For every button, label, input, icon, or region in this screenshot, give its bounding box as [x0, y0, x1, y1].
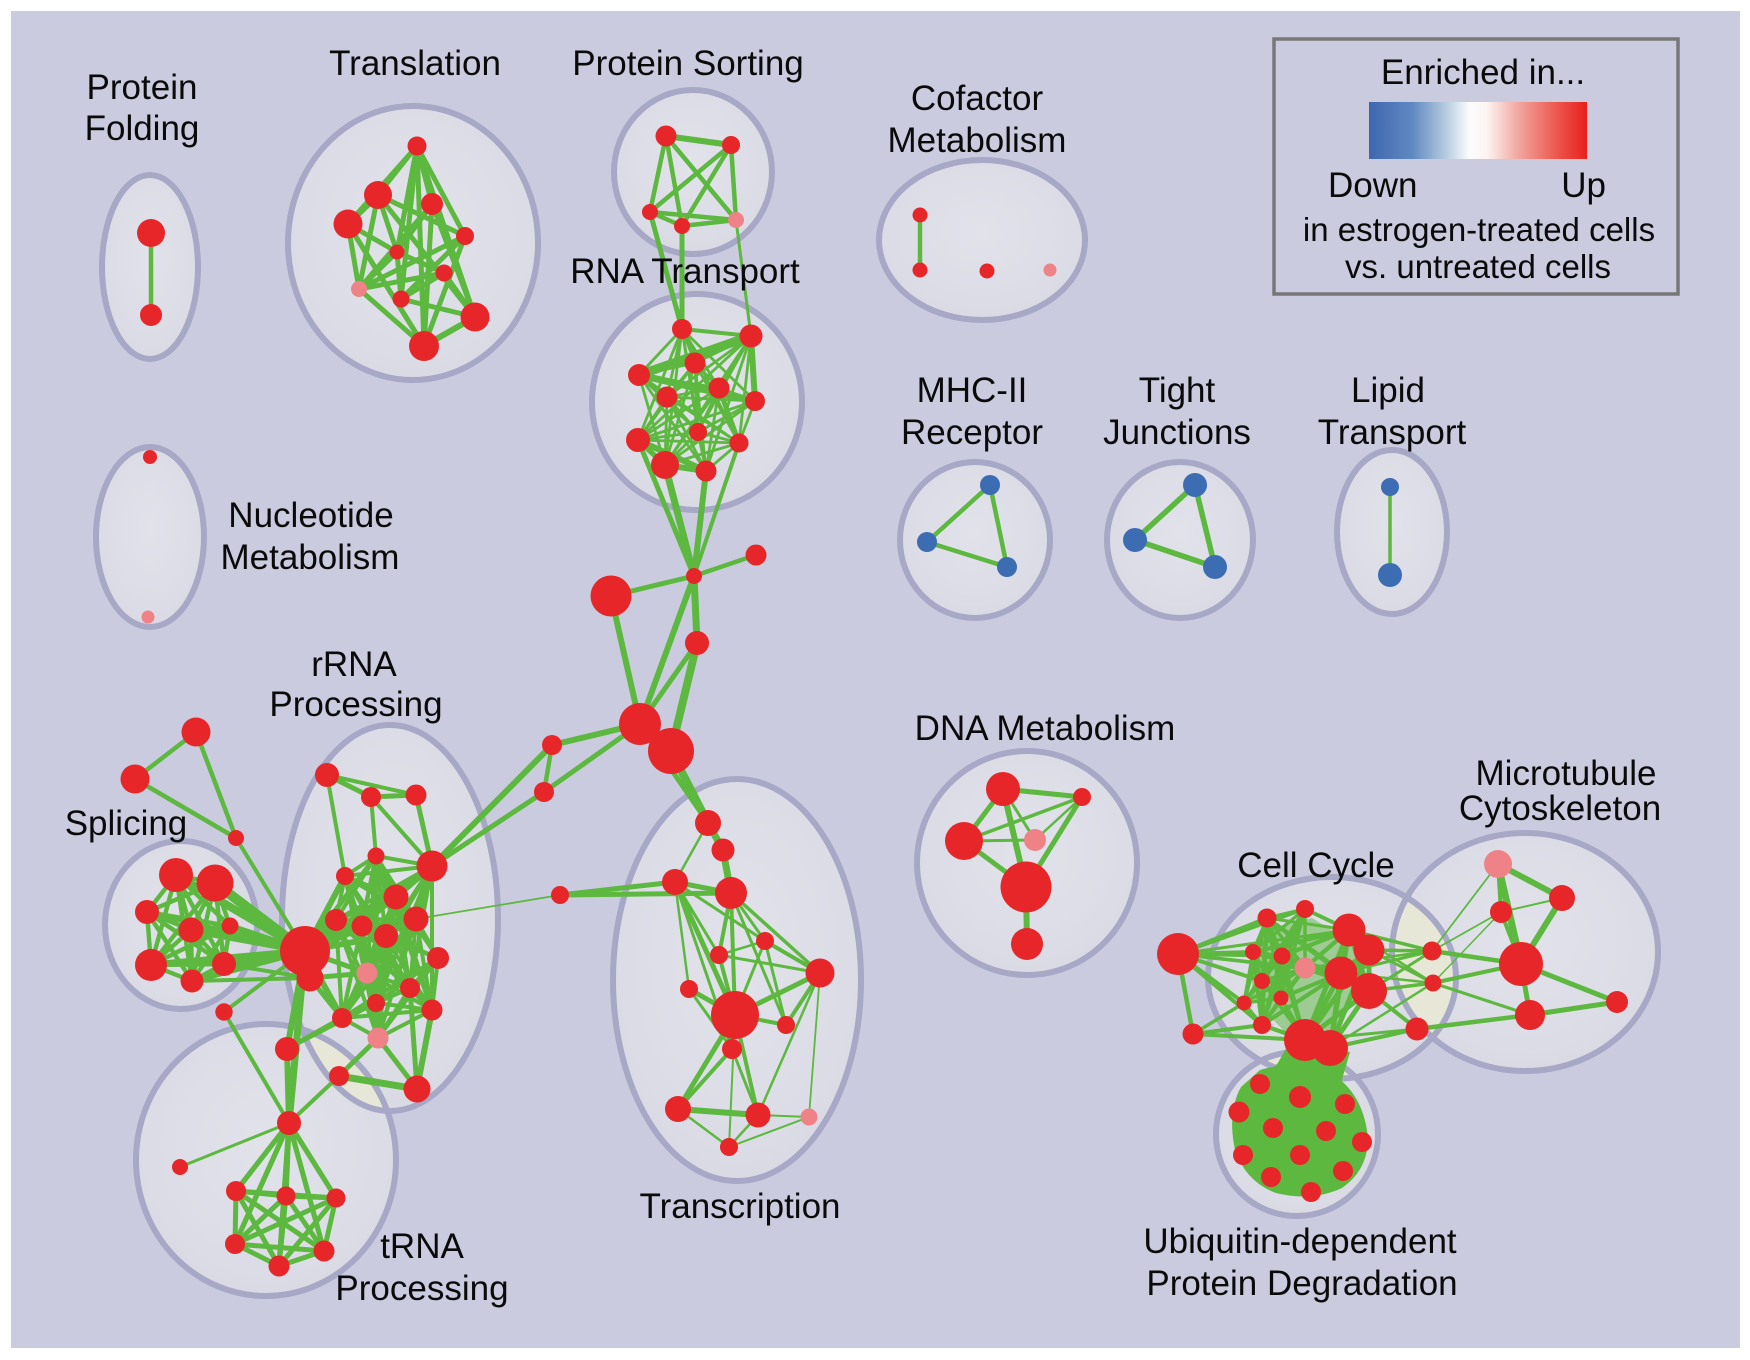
svg-text:Up: Up: [1561, 166, 1606, 205]
svg-text:Junctions: Junctions: [1103, 413, 1251, 452]
svg-text:Nucleotide: Nucleotide: [228, 496, 393, 535]
svg-text:Cytoskeleton: Cytoskeleton: [1459, 789, 1661, 828]
svg-text:Tight: Tight: [1139, 371, 1216, 410]
svg-text:rRNA: rRNA: [311, 645, 397, 684]
svg-text:Metabolism: Metabolism: [888, 121, 1067, 160]
svg-text:tRNA: tRNA: [380, 1227, 464, 1266]
svg-text:in estrogen-treated cells: in estrogen-treated cells: [1303, 211, 1655, 248]
svg-text:Protein Degradation: Protein Degradation: [1146, 1264, 1457, 1303]
svg-text:Enriched in...: Enriched in...: [1381, 53, 1585, 92]
svg-text:Ubiquitin-dependent: Ubiquitin-dependent: [1143, 1222, 1457, 1261]
svg-text:Lipid: Lipid: [1351, 371, 1425, 410]
svg-text:Cell Cycle: Cell Cycle: [1237, 846, 1395, 885]
svg-text:Transcription: Transcription: [640, 1187, 841, 1226]
svg-text:Protein Sorting: Protein Sorting: [572, 44, 804, 83]
svg-text:Protein: Protein: [87, 68, 198, 107]
svg-text:Receptor: Receptor: [901, 413, 1043, 452]
svg-text:DNA Metabolism: DNA Metabolism: [915, 709, 1176, 748]
svg-text:Cofactor: Cofactor: [911, 79, 1044, 118]
svg-text:Folding: Folding: [85, 109, 200, 148]
svg-text:Down: Down: [1328, 166, 1417, 205]
svg-text:Metabolism: Metabolism: [221, 538, 400, 577]
svg-text:Transport: Transport: [1318, 413, 1467, 452]
svg-text:Splicing: Splicing: [65, 804, 188, 843]
svg-text:MHC-II: MHC-II: [917, 371, 1028, 410]
svg-text:vs. untreated cells: vs. untreated cells: [1345, 248, 1611, 285]
svg-text:Processing: Processing: [269, 685, 442, 724]
svg-text:Microtubule: Microtubule: [1476, 754, 1657, 793]
svg-text:Translation: Translation: [329, 44, 501, 83]
svg-text:Processing: Processing: [335, 1269, 508, 1308]
svg-text:RNA Transport: RNA Transport: [570, 252, 800, 291]
